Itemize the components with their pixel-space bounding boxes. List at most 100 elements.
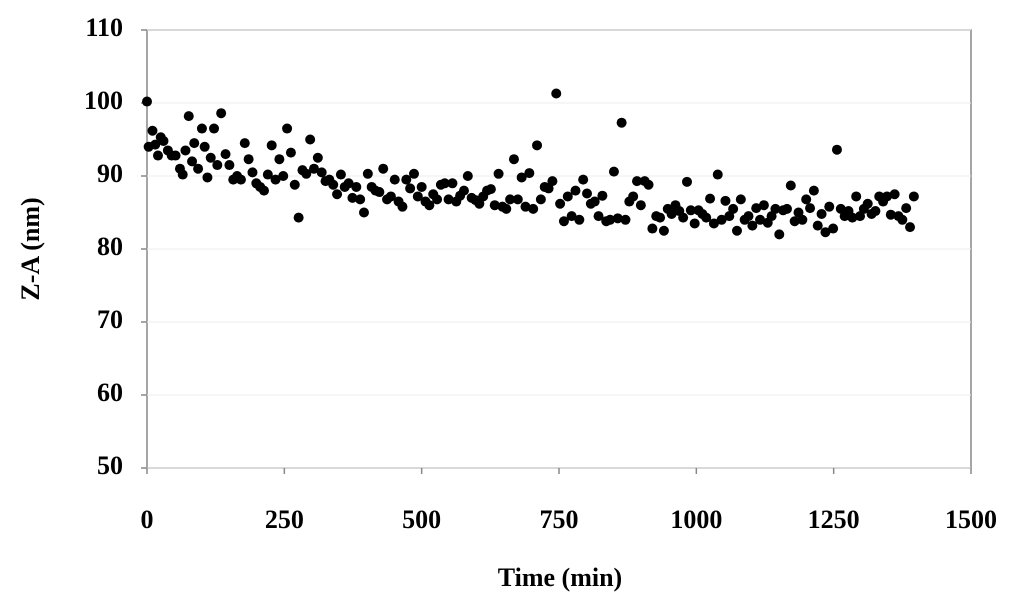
point bbox=[847, 212, 858, 223]
point bbox=[789, 216, 800, 227]
point bbox=[385, 191, 396, 202]
point bbox=[347, 192, 358, 203]
point bbox=[716, 214, 727, 225]
point bbox=[705, 193, 716, 204]
point bbox=[905, 222, 916, 233]
point bbox=[616, 117, 627, 128]
y-tick-label: 50 bbox=[97, 451, 123, 480]
point bbox=[443, 194, 454, 205]
point bbox=[547, 176, 558, 187]
point bbox=[189, 138, 200, 149]
point bbox=[424, 200, 435, 211]
y-tick-label: 70 bbox=[97, 305, 123, 334]
point bbox=[142, 96, 152, 107]
point bbox=[389, 174, 400, 185]
point bbox=[851, 191, 862, 202]
point bbox=[862, 198, 873, 209]
point bbox=[755, 214, 766, 225]
point bbox=[901, 203, 912, 214]
point bbox=[212, 160, 223, 171]
point bbox=[751, 203, 762, 214]
point bbox=[259, 185, 270, 196]
point bbox=[816, 208, 827, 219]
point bbox=[147, 125, 158, 136]
point bbox=[881, 191, 892, 202]
point bbox=[355, 194, 366, 205]
point bbox=[150, 139, 161, 150]
point bbox=[362, 168, 373, 179]
point bbox=[870, 206, 881, 217]
point bbox=[678, 212, 689, 223]
point bbox=[308, 163, 319, 174]
x-tick-label: 250 bbox=[265, 505, 304, 534]
point bbox=[202, 172, 213, 183]
point bbox=[897, 214, 908, 225]
point bbox=[701, 212, 712, 223]
x-tick-label: 500 bbox=[402, 505, 441, 534]
point bbox=[216, 108, 227, 119]
point bbox=[797, 214, 808, 225]
point bbox=[828, 223, 839, 234]
point bbox=[401, 174, 412, 185]
point bbox=[187, 156, 198, 167]
point bbox=[432, 194, 443, 205]
point bbox=[605, 214, 616, 225]
point bbox=[558, 216, 569, 227]
point bbox=[647, 223, 658, 234]
point bbox=[152, 150, 163, 161]
y-tick-label: 80 bbox=[97, 232, 123, 261]
point bbox=[824, 201, 835, 212]
point bbox=[632, 176, 643, 187]
point bbox=[243, 154, 254, 165]
point bbox=[532, 140, 543, 151]
point bbox=[239, 138, 250, 149]
point bbox=[528, 203, 539, 214]
point bbox=[508, 154, 519, 165]
point bbox=[712, 169, 723, 180]
point bbox=[439, 178, 450, 189]
point bbox=[235, 174, 246, 185]
point bbox=[758, 200, 769, 211]
point bbox=[658, 225, 669, 236]
point bbox=[831, 144, 842, 155]
point bbox=[689, 218, 700, 229]
point bbox=[462, 171, 473, 181]
point bbox=[908, 191, 919, 202]
point bbox=[293, 212, 304, 223]
point bbox=[885, 209, 896, 220]
point bbox=[728, 203, 739, 214]
point bbox=[328, 179, 339, 190]
point bbox=[266, 140, 277, 151]
y-tick-label: 100 bbox=[84, 86, 123, 115]
point bbox=[643, 179, 654, 190]
point bbox=[808, 185, 819, 196]
point bbox=[247, 167, 258, 178]
point bbox=[405, 183, 416, 194]
point bbox=[628, 191, 639, 202]
point bbox=[458, 185, 469, 196]
point bbox=[635, 200, 646, 211]
point bbox=[743, 211, 754, 222]
point bbox=[358, 207, 369, 218]
point bbox=[589, 196, 600, 207]
point bbox=[681, 176, 692, 187]
point bbox=[170, 150, 181, 161]
point bbox=[301, 168, 312, 179]
point bbox=[801, 194, 812, 205]
point bbox=[747, 220, 758, 231]
y-tick-label: 90 bbox=[97, 159, 123, 188]
point bbox=[774, 229, 785, 240]
point bbox=[731, 225, 742, 236]
point bbox=[551, 88, 562, 99]
point bbox=[180, 145, 191, 156]
point bbox=[316, 167, 327, 178]
x-tick-label: 750 bbox=[540, 505, 579, 534]
point bbox=[343, 178, 354, 189]
point bbox=[489, 200, 500, 211]
point bbox=[177, 169, 188, 180]
point bbox=[224, 160, 235, 171]
point bbox=[655, 212, 666, 223]
point bbox=[562, 191, 573, 202]
point bbox=[516, 172, 527, 183]
point bbox=[196, 123, 207, 134]
